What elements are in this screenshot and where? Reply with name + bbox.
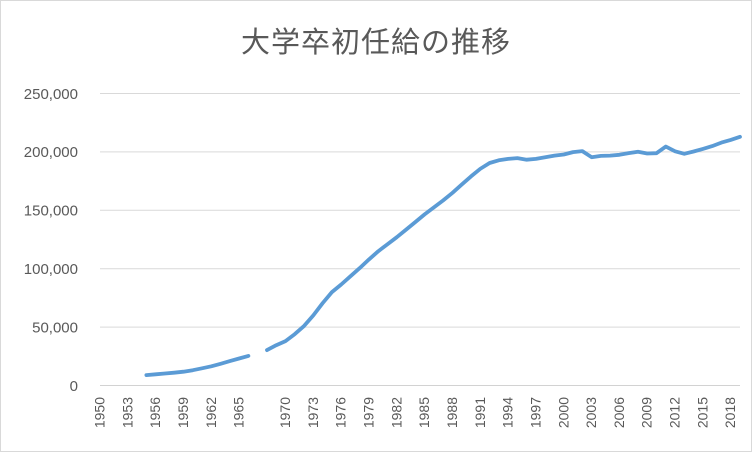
x-axis-tick-label: 1997	[527, 397, 543, 428]
x-axis-tick-label: 1973	[305, 397, 321, 428]
y-axis-tick-label: 50,000	[32, 319, 78, 336]
y-axis-tick-label: 0	[70, 378, 78, 395]
x-axis-tick-label: 1970	[277, 397, 293, 428]
x-axis-tick-label: 1956	[147, 397, 163, 428]
x-axis-tick-label: 1982	[388, 397, 404, 428]
x-axis-tick-label: 1962	[203, 397, 219, 428]
y-axis-tick-label: 150,000	[24, 203, 78, 220]
x-axis-tick-label: 1976	[333, 397, 349, 428]
x-axis-tick-label: 1950	[91, 397, 107, 428]
x-axis-tick-label: 2015	[694, 397, 710, 428]
x-axis-tick-label: 1985	[416, 397, 432, 428]
x-axis-tick-label: 2000	[555, 397, 571, 428]
salary-trend-line	[144, 134, 742, 377]
x-axis-tick-label: 1991	[472, 397, 488, 428]
y-axis-tick-label: 100,000	[24, 261, 78, 278]
x-axis-tick-label: 1959	[175, 397, 191, 428]
x-axis-tick-label: 1979	[360, 397, 376, 428]
x-axis-tick-label: 2003	[583, 397, 599, 428]
x-axis-tick-label: 1953	[119, 397, 135, 428]
y-axis-tick-label: 250,000	[24, 86, 78, 103]
x-axis-tick-label: 2006	[611, 397, 627, 428]
x-axis-tick-label: 1994	[500, 397, 516, 428]
x-axis-tick-label: 2018	[722, 397, 738, 428]
y-axis-tick-label: 200,000	[24, 144, 78, 161]
x-axis-tick-label: 2009	[639, 397, 655, 428]
x-axis-tick-label: 2012	[667, 397, 683, 428]
x-axis-tick-label: 1988	[444, 397, 460, 428]
x-axis-tick-label: 1965	[231, 397, 247, 428]
